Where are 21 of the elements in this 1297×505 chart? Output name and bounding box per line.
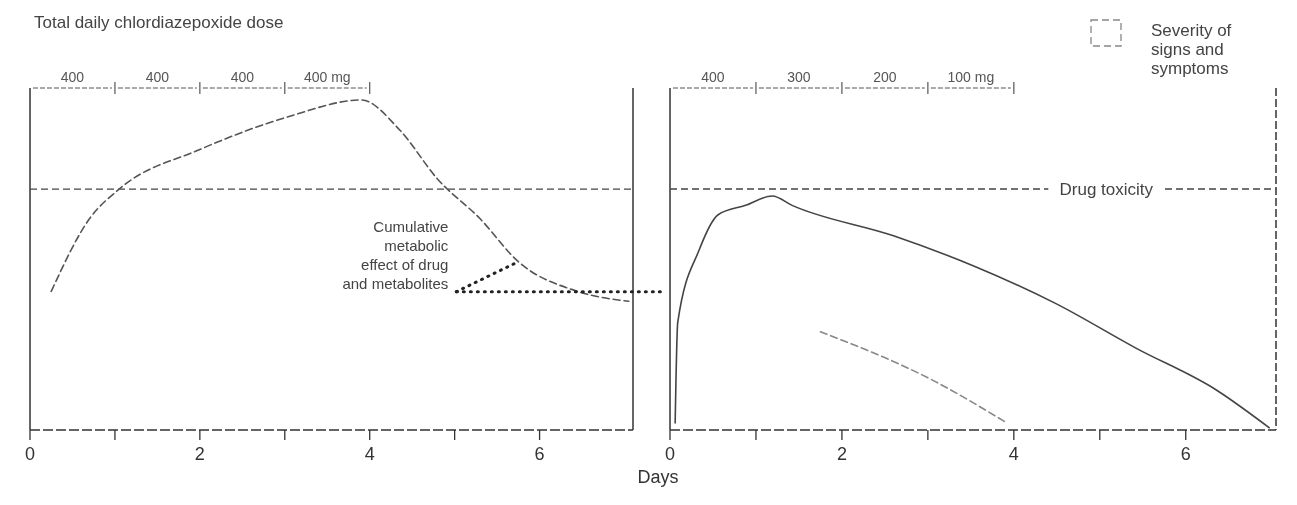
x-tick-label: 4 xyxy=(364,444,375,464)
annotation: Cumulative metabolic effect of drug and metabolites xyxy=(342,217,449,292)
text: 100 mg xyxy=(947,69,995,85)
text: 200 xyxy=(873,69,897,85)
x-tick-label: 2 xyxy=(836,444,847,464)
x-axis-title: Days xyxy=(637,467,679,487)
x-tick-label: 2 xyxy=(194,444,205,464)
text: 300 xyxy=(787,69,811,85)
text: 400 xyxy=(701,69,725,85)
text: 400 xyxy=(60,69,85,85)
x-tick-label: 6 xyxy=(1180,444,1191,464)
x-tick-label: 0 xyxy=(664,444,676,464)
chart-title: Total daily chlordiazepoxide dose xyxy=(34,13,284,32)
x-tick-label: 4 xyxy=(1008,444,1019,464)
x-tick-label: 0 xyxy=(24,444,36,464)
text: 400 mg xyxy=(303,69,351,85)
ref-line-label: Drug toxicity xyxy=(1059,179,1154,199)
legend-label: Severity of signs and symptoms xyxy=(1151,21,1232,78)
x-tick-label: 6 xyxy=(534,444,545,464)
text: 400 xyxy=(230,69,255,85)
text: 400 xyxy=(145,69,170,85)
